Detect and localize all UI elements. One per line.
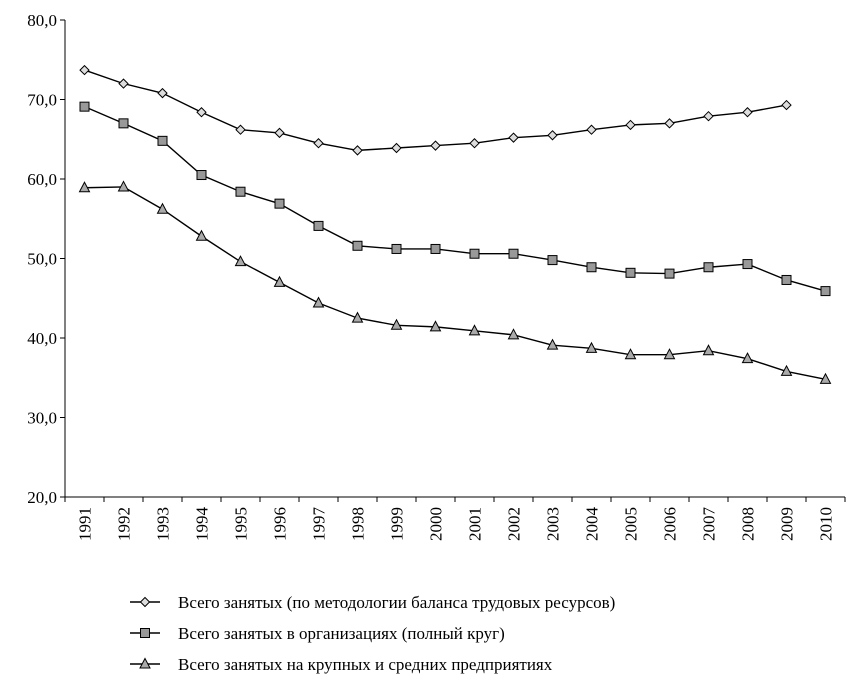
legend-label: Всего занятых в организациях (полный кру…: [178, 624, 505, 643]
x-tick-label: 2008: [739, 507, 758, 541]
marker-diamond: [235, 124, 246, 135]
marker-diamond: [313, 138, 324, 149]
x-tick-label: 2010: [817, 507, 836, 541]
x-tick-label: 2005: [622, 507, 641, 541]
marker-diamond: [508, 132, 519, 143]
marker-diamond: [430, 140, 441, 151]
x-tick-label: 2002: [505, 507, 524, 541]
x-tick-label: 1998: [349, 507, 368, 541]
y-tick-label: 30,0: [27, 409, 57, 428]
marker-diamond: [352, 145, 363, 156]
marker-square: [391, 243, 402, 254]
marker-diamond: [625, 119, 636, 131]
y-tick-label: 80,0: [27, 11, 57, 30]
marker-diamond: [139, 596, 151, 608]
x-tick-label: 1993: [154, 507, 173, 541]
y-tick-label: 60,0: [27, 170, 57, 189]
x-tick-label: 1997: [310, 507, 329, 542]
marker-triangle: [117, 180, 130, 192]
marker-triangle: [741, 352, 754, 364]
marker-triangle: [390, 318, 403, 330]
series-line: [84, 186, 826, 381]
marker-square: [196, 170, 207, 181]
marker-diamond: [274, 127, 285, 139]
legend-entry: Всего занятых на крупных и средних предп…: [130, 655, 553, 674]
marker-triangle: [507, 328, 520, 340]
marker-triangle: [156, 202, 169, 214]
marker-square: [547, 255, 558, 266]
marker-square: [235, 186, 246, 197]
marker-diamond: [196, 107, 207, 118]
marker-triangle: [429, 320, 442, 332]
marker-square: [703, 262, 714, 273]
x-tick-label: 2000: [427, 507, 446, 541]
legend-entry: Всего занятых в организациях (полный кру…: [130, 624, 505, 643]
marker-diamond: [79, 64, 90, 76]
series-line: [84, 106, 826, 292]
marker-triangle: [663, 348, 676, 360]
marker-square: [625, 267, 636, 278]
y-tick-label: 40,0: [27, 329, 57, 348]
x-tick-label: 2001: [466, 507, 485, 541]
marker-diamond: [703, 110, 714, 122]
marker-triangle: [546, 338, 559, 350]
y-tick-label: 50,0: [27, 250, 57, 269]
marker-triangle: [139, 657, 151, 669]
series-line: [84, 69, 787, 152]
marker-triangle: [351, 311, 364, 323]
marker-square: [352, 240, 363, 251]
y-tick-label: 70,0: [27, 91, 57, 110]
legend-label: Всего занятых на крупных и средних предп…: [178, 655, 553, 674]
x-tick-label: 1992: [115, 507, 134, 541]
x-tick-label: 1996: [271, 507, 290, 541]
marker-square: [79, 101, 90, 112]
x-tick-label: 2004: [583, 507, 602, 542]
marker-square: [157, 135, 168, 146]
x-tick-label: 2006: [661, 507, 680, 541]
marker-triangle: [312, 296, 325, 308]
y-tick-label: 20,0: [27, 488, 57, 507]
marker-triangle: [702, 344, 715, 356]
marker-diamond: [781, 99, 792, 111]
x-tick-label: 2007: [700, 507, 719, 542]
marker-square: [742, 259, 753, 270]
x-tick-label: 1995: [232, 507, 251, 541]
marker-triangle: [780, 364, 793, 376]
x-tick-label: 1999: [388, 507, 407, 541]
x-tick-label: 1991: [76, 507, 95, 541]
x-tick-label: 2003: [544, 507, 563, 541]
marker-square: [586, 262, 597, 273]
marker-triangle: [624, 348, 637, 360]
marker-square: [781, 274, 792, 285]
marker-square: [508, 248, 519, 259]
marker-triangle: [585, 341, 598, 353]
marker-diamond: [664, 118, 675, 129]
marker-diamond: [586, 124, 597, 135]
marker-diamond: [547, 130, 558, 141]
marker-triangle: [195, 229, 208, 241]
marker-triangle: [234, 255, 247, 267]
x-tick-label: 2009: [778, 507, 797, 541]
marker-triangle: [819, 372, 832, 384]
marker-triangle: [273, 275, 286, 287]
marker-diamond: [742, 107, 753, 118]
marker-square: [118, 118, 129, 129]
marker-square: [820, 286, 831, 297]
marker-diamond: [391, 142, 402, 154]
marker-square: [469, 248, 480, 259]
marker-triangle: [468, 324, 481, 336]
marker-diamond: [469, 138, 480, 149]
marker-square: [430, 243, 441, 254]
marker-square: [274, 198, 285, 209]
legend-label: Всего занятых (по методологии баланса тр…: [178, 593, 615, 612]
marker-diamond: [157, 87, 168, 99]
marker-diamond: [118, 78, 129, 89]
marker-triangle: [78, 181, 91, 193]
marker-square: [140, 628, 150, 638]
x-tick-label: 1994: [193, 507, 212, 542]
marker-square: [664, 268, 675, 279]
marker-square: [313, 220, 324, 231]
legend-entry: Всего занятых (по методологии баланса тр…: [130, 593, 615, 612]
